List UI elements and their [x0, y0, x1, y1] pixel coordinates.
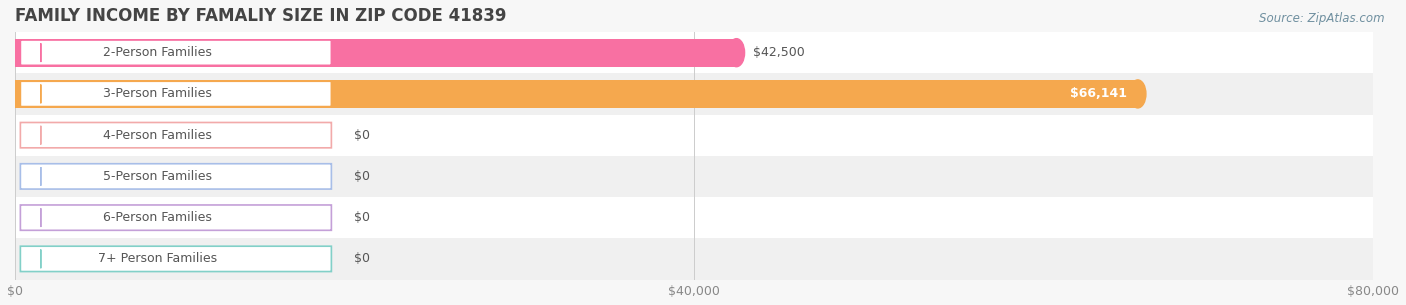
Ellipse shape: [1129, 80, 1146, 108]
Text: $0: $0: [354, 170, 370, 183]
Text: $0: $0: [354, 252, 370, 265]
Bar: [15, 197, 1374, 238]
Bar: [15, 156, 1374, 197]
Text: $66,141: $66,141: [1070, 88, 1128, 100]
Text: $0: $0: [354, 211, 370, 224]
FancyBboxPatch shape: [20, 40, 332, 65]
Bar: [15, 238, 1374, 279]
FancyBboxPatch shape: [20, 123, 332, 148]
Bar: [15, 115, 1374, 156]
FancyBboxPatch shape: [20, 246, 332, 271]
FancyBboxPatch shape: [20, 164, 332, 189]
Ellipse shape: [728, 39, 745, 67]
Text: 5-Person Families: 5-Person Families: [103, 170, 212, 183]
Bar: [15, 80, 1137, 108]
Bar: [15, 73, 1374, 115]
Text: 6-Person Families: 6-Person Families: [103, 211, 211, 224]
Text: 7+ Person Families: 7+ Person Families: [97, 252, 217, 265]
Text: 2-Person Families: 2-Person Families: [103, 46, 211, 59]
Bar: [15, 39, 737, 67]
Text: 3-Person Families: 3-Person Families: [103, 88, 211, 100]
FancyBboxPatch shape: [20, 205, 332, 230]
Text: Source: ZipAtlas.com: Source: ZipAtlas.com: [1260, 12, 1385, 25]
Bar: [15, 32, 1374, 73]
Text: 4-Person Families: 4-Person Families: [103, 129, 211, 142]
FancyBboxPatch shape: [20, 81, 332, 106]
Text: $0: $0: [354, 129, 370, 142]
Text: FAMILY INCOME BY FAMALIY SIZE IN ZIP CODE 41839: FAMILY INCOME BY FAMALIY SIZE IN ZIP COD…: [15, 7, 506, 25]
Text: $42,500: $42,500: [752, 46, 804, 59]
